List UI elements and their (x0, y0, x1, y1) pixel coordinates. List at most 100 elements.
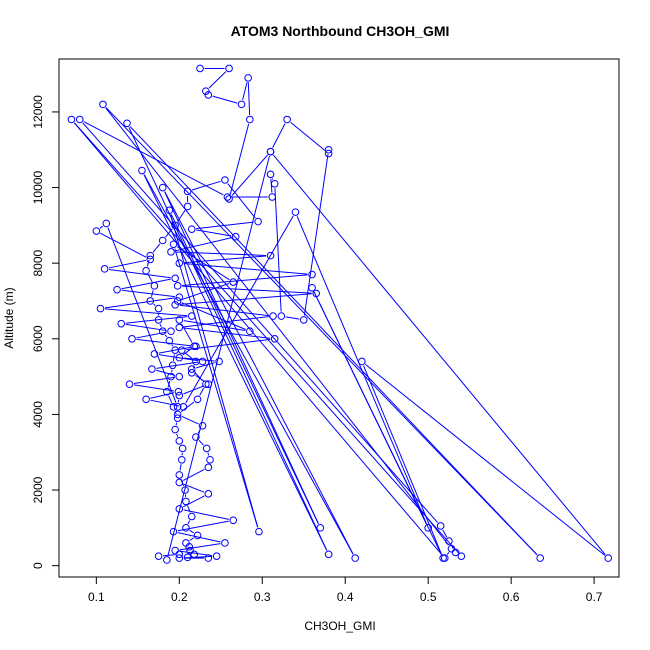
data-point (254, 217, 262, 226)
series-line-segment (162, 554, 175, 557)
series-line-segment (177, 520, 229, 532)
series-line-segment (229, 123, 250, 195)
data-point (158, 236, 167, 245)
data-point (182, 497, 190, 506)
data-point (177, 346, 186, 354)
data-point (457, 552, 466, 561)
data-point (308, 270, 316, 279)
series-line-segment (212, 95, 238, 104)
x-tick-label: 0.5 (420, 590, 437, 604)
data-point (173, 414, 182, 422)
data-point (283, 115, 291, 124)
data-point (308, 283, 316, 292)
series-line-segment (285, 316, 300, 320)
data-point (146, 255, 155, 264)
data-point (190, 550, 199, 559)
data-point (237, 100, 246, 109)
data-point (215, 357, 223, 366)
series-line-segment (182, 285, 312, 294)
series-line-segment (296, 216, 427, 524)
series-line-segment (175, 251, 267, 256)
series-line-segment (189, 529, 195, 534)
data-point (324, 145, 333, 154)
y-tick-label: 2000 (31, 476, 45, 503)
x-axis: 0.1 0.2 0.3 0.4 0.5 0.6 0.7 (88, 576, 603, 604)
series-line-segment (179, 464, 182, 471)
x-tick-label: 0.7 (586, 590, 603, 604)
data-point (175, 353, 184, 362)
series-line-segment (143, 174, 328, 551)
data-point (324, 550, 333, 559)
data-point (604, 554, 613, 562)
data-point (169, 527, 178, 536)
series-line-segment (156, 369, 176, 376)
data-point (175, 478, 184, 487)
data-point (167, 327, 175, 336)
data-point (168, 361, 177, 370)
series-line-segment (150, 392, 175, 399)
data-point (163, 387, 171, 396)
x-tick-label: 0.2 (171, 590, 188, 604)
data-point (150, 350, 159, 358)
data-point (167, 372, 175, 381)
series-line-segment (176, 433, 179, 437)
data-point (246, 327, 254, 336)
data-point (202, 87, 210, 95)
series-line-segment (107, 227, 177, 403)
series-line-segment (271, 178, 274, 180)
series-line-segment (208, 71, 227, 89)
series-line-segment (175, 422, 178, 426)
series-line-segment (198, 440, 204, 446)
data-point (198, 421, 207, 430)
series-line-segment (136, 331, 167, 339)
data-point (187, 312, 196, 320)
series-line-segment (365, 363, 606, 556)
data-point (204, 490, 213, 498)
series-line-segment (247, 82, 251, 116)
series-line-segment (181, 323, 193, 343)
series-line-segment (182, 274, 308, 286)
series-line-segment (164, 191, 354, 555)
data-point (182, 524, 190, 532)
series-line-segment (147, 274, 153, 283)
series-line-segment (274, 188, 282, 312)
data-point (99, 100, 107, 109)
y-tick-label: 4000 (31, 401, 45, 428)
data-point (175, 372, 184, 381)
data-point (179, 403, 188, 411)
data-point (142, 395, 150, 404)
data-point (266, 147, 275, 156)
data-point (223, 193, 232, 201)
data-point (154, 304, 163, 313)
data-point (270, 334, 279, 343)
data-point (291, 208, 300, 216)
data-point (148, 365, 156, 373)
series-line-segment (196, 229, 232, 237)
series-line-segment (177, 209, 186, 222)
data-point (163, 556, 171, 564)
data-point (229, 516, 238, 525)
data-point (436, 522, 445, 530)
data-point (312, 289, 320, 298)
data-point (196, 64, 204, 73)
data-point (277, 312, 286, 320)
series-line-segment (195, 362, 215, 369)
data-point (175, 323, 184, 332)
data-point (138, 166, 146, 175)
data-point (193, 395, 202, 404)
series-line-segment (158, 346, 192, 354)
series-line-segment (303, 154, 329, 316)
series-line-segment (150, 399, 180, 407)
data-point (182, 539, 190, 547)
data-point (447, 544, 456, 553)
data-point (270, 179, 279, 188)
data-point (165, 336, 174, 345)
series-line-segment (242, 82, 248, 101)
data-point (178, 444, 187, 453)
series-line-segment (121, 278, 171, 290)
x-axis-label: CH3OH_GMI (304, 619, 375, 633)
data-point (165, 206, 174, 215)
data-point (204, 380, 213, 388)
series-line-segment (158, 354, 199, 362)
data-point (175, 293, 184, 302)
